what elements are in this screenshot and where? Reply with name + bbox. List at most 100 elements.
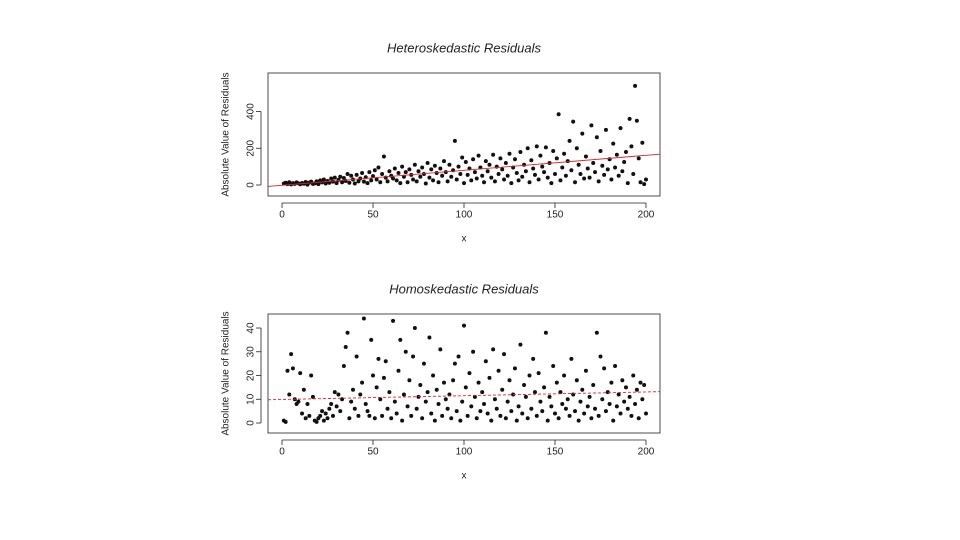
- plot-box: [267, 313, 661, 434]
- x-tick-label: 0: [279, 210, 285, 221]
- y-axis-label: Absolute Value of Residuals: [221, 72, 232, 196]
- point: [421, 361, 426, 366]
- point: [472, 170, 477, 175]
- point: [460, 399, 465, 404]
- point: [465, 413, 470, 418]
- point: [609, 177, 614, 182]
- point: [418, 383, 423, 388]
- point: [341, 176, 346, 181]
- point: [552, 411, 557, 416]
- point: [369, 178, 374, 183]
- point: [287, 392, 292, 397]
- point: [532, 172, 537, 177]
- point: [440, 173, 445, 178]
- point: [418, 174, 423, 179]
- point: [578, 399, 583, 404]
- point: [496, 368, 501, 373]
- point: [589, 416, 594, 421]
- point: [405, 404, 410, 409]
- y-tick-label: 30: [246, 346, 257, 358]
- point: [611, 418, 616, 423]
- point: [310, 394, 315, 399]
- x-tick-label: 100: [456, 447, 473, 458]
- point: [583, 154, 588, 159]
- point: [638, 380, 643, 385]
- point: [631, 171, 636, 176]
- y-tick-label: 40: [246, 322, 257, 334]
- point: [392, 399, 397, 404]
- point: [456, 354, 461, 359]
- point: [334, 404, 339, 409]
- point: [598, 149, 603, 154]
- point: [498, 413, 503, 418]
- point: [607, 402, 612, 407]
- point: [623, 149, 628, 154]
- point: [372, 416, 377, 421]
- point: [371, 174, 376, 179]
- point: [438, 347, 443, 352]
- point: [452, 138, 457, 143]
- point: [347, 180, 352, 185]
- point: [629, 413, 634, 418]
- y-tick-label: 20: [246, 370, 257, 382]
- point: [432, 418, 437, 423]
- point: [411, 354, 416, 359]
- point: [542, 170, 547, 175]
- point: [567, 138, 572, 143]
- point: [449, 416, 454, 421]
- point: [602, 366, 607, 371]
- point: [552, 171, 557, 176]
- point: [401, 392, 406, 397]
- point: [354, 172, 359, 177]
- point: [352, 181, 357, 186]
- point: [330, 413, 335, 418]
- point: [642, 383, 647, 388]
- point: [613, 165, 618, 170]
- point: [474, 416, 479, 421]
- point: [462, 323, 466, 328]
- point: [289, 352, 294, 357]
- point: [640, 140, 645, 145]
- point: [314, 419, 319, 424]
- point: [438, 166, 443, 171]
- point: [463, 160, 468, 165]
- point: [460, 155, 465, 160]
- point: [616, 173, 621, 178]
- point: [634, 387, 639, 392]
- point: [631, 373, 636, 378]
- point: [400, 418, 405, 423]
- point: [602, 172, 607, 177]
- point: [318, 413, 323, 418]
- point: [593, 406, 598, 411]
- point: [507, 151, 512, 156]
- point: [381, 154, 386, 159]
- point: [385, 179, 390, 184]
- point: [545, 418, 550, 423]
- point: [361, 316, 366, 321]
- point: [423, 399, 428, 404]
- point: [283, 419, 288, 424]
- point: [512, 366, 517, 371]
- x-tick-label: 150: [547, 447, 564, 458]
- point: [330, 179, 335, 184]
- point: [585, 166, 590, 171]
- point: [509, 409, 514, 414]
- point: [369, 337, 374, 342]
- point: [403, 349, 408, 354]
- point: [600, 397, 605, 402]
- point: [352, 406, 357, 411]
- point: [365, 409, 370, 414]
- point: [429, 167, 434, 172]
- point: [303, 416, 308, 421]
- point: [527, 373, 532, 378]
- point: [512, 157, 517, 162]
- point: [500, 387, 505, 392]
- point: [316, 182, 321, 187]
- point: [412, 162, 417, 167]
- point: [565, 397, 570, 402]
- point: [332, 390, 337, 395]
- point: [520, 411, 525, 416]
- point: [613, 364, 618, 369]
- point: [307, 413, 312, 418]
